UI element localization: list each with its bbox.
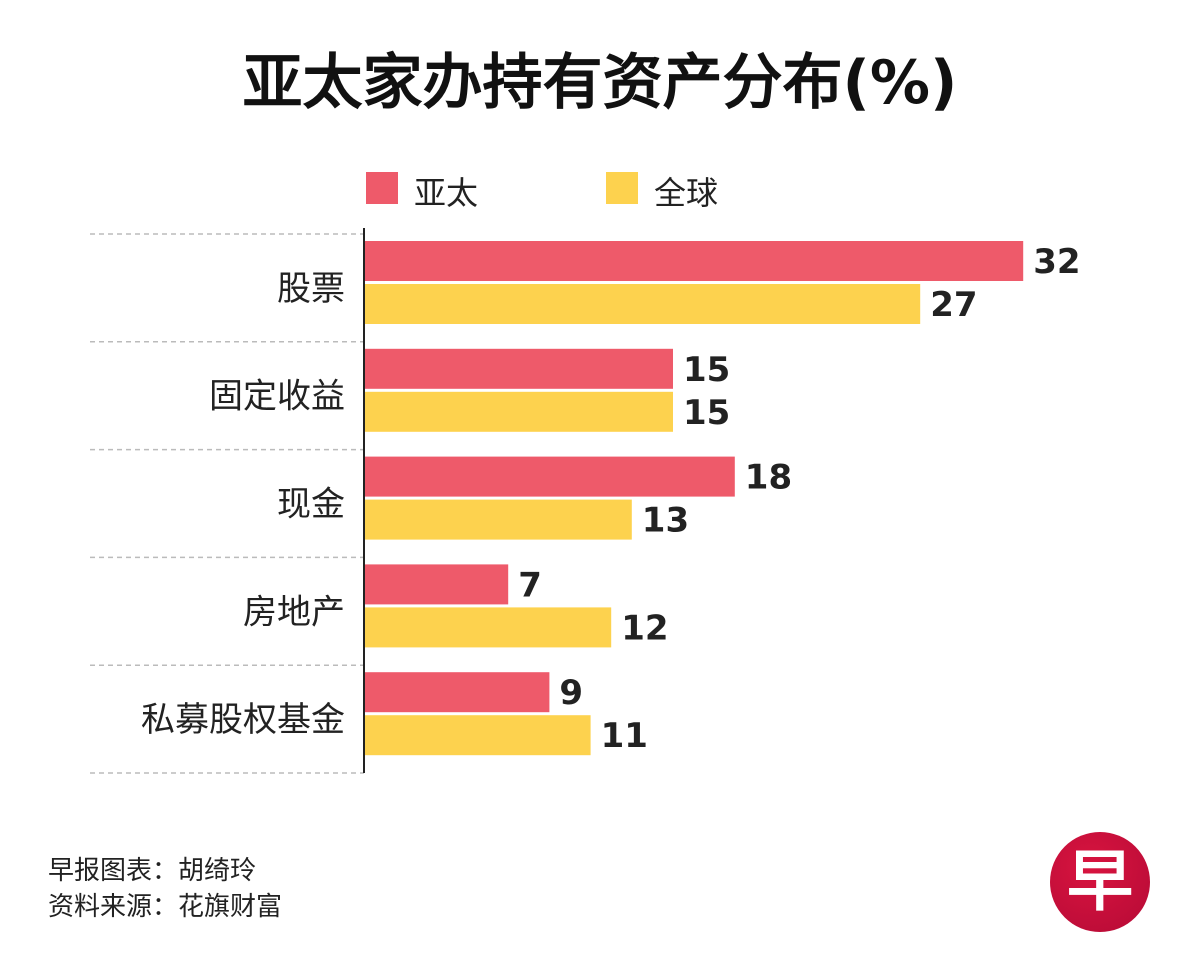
data-label: 32 — [1033, 242, 1080, 282]
legend-label-asia-pacific: 亚太 — [414, 174, 479, 212]
bar-global — [364, 499, 632, 540]
data-label: 15 — [683, 350, 730, 390]
data-label: 11 — [601, 716, 648, 756]
footer-source: 资料来源：花旗财富 — [48, 892, 283, 922]
bar-global — [364, 284, 921, 324]
bar-asia-pacific — [364, 456, 735, 497]
zaobao-logo: 早 — [1050, 832, 1150, 932]
bar-asia-pacific — [364, 564, 509, 605]
data-label: 15 — [683, 393, 730, 433]
category-label: 房地产 — [243, 592, 345, 632]
data-label: 27 — [930, 285, 977, 325]
category-label: 股票 — [277, 269, 345, 309]
legend-label-global: 全球 — [654, 174, 719, 212]
legend-swatch-asia-pacific — [366, 172, 398, 204]
data-label: 7 — [518, 565, 542, 605]
data-label: 13 — [642, 501, 689, 541]
category-label: 固定收益 — [209, 377, 345, 417]
bar-global — [364, 607, 612, 648]
bar-asia-pacific — [364, 348, 673, 389]
data-label: 9 — [559, 673, 583, 713]
bar-global — [364, 715, 591, 756]
category-label: 现金 — [277, 485, 345, 525]
data-label: 18 — [745, 458, 792, 498]
bar-asia-pacific — [364, 241, 1024, 281]
footer-credit: 早报图表：胡绮玲 — [48, 856, 257, 886]
bar-asia-pacific — [364, 672, 550, 713]
bar-global — [364, 391, 673, 432]
legend-swatch-global — [606, 172, 638, 204]
data-label: 12 — [621, 608, 668, 648]
chart-title: 亚太家办持有资产分布(%) — [242, 48, 958, 118]
category-label: 私募股权基金 — [141, 700, 345, 740]
